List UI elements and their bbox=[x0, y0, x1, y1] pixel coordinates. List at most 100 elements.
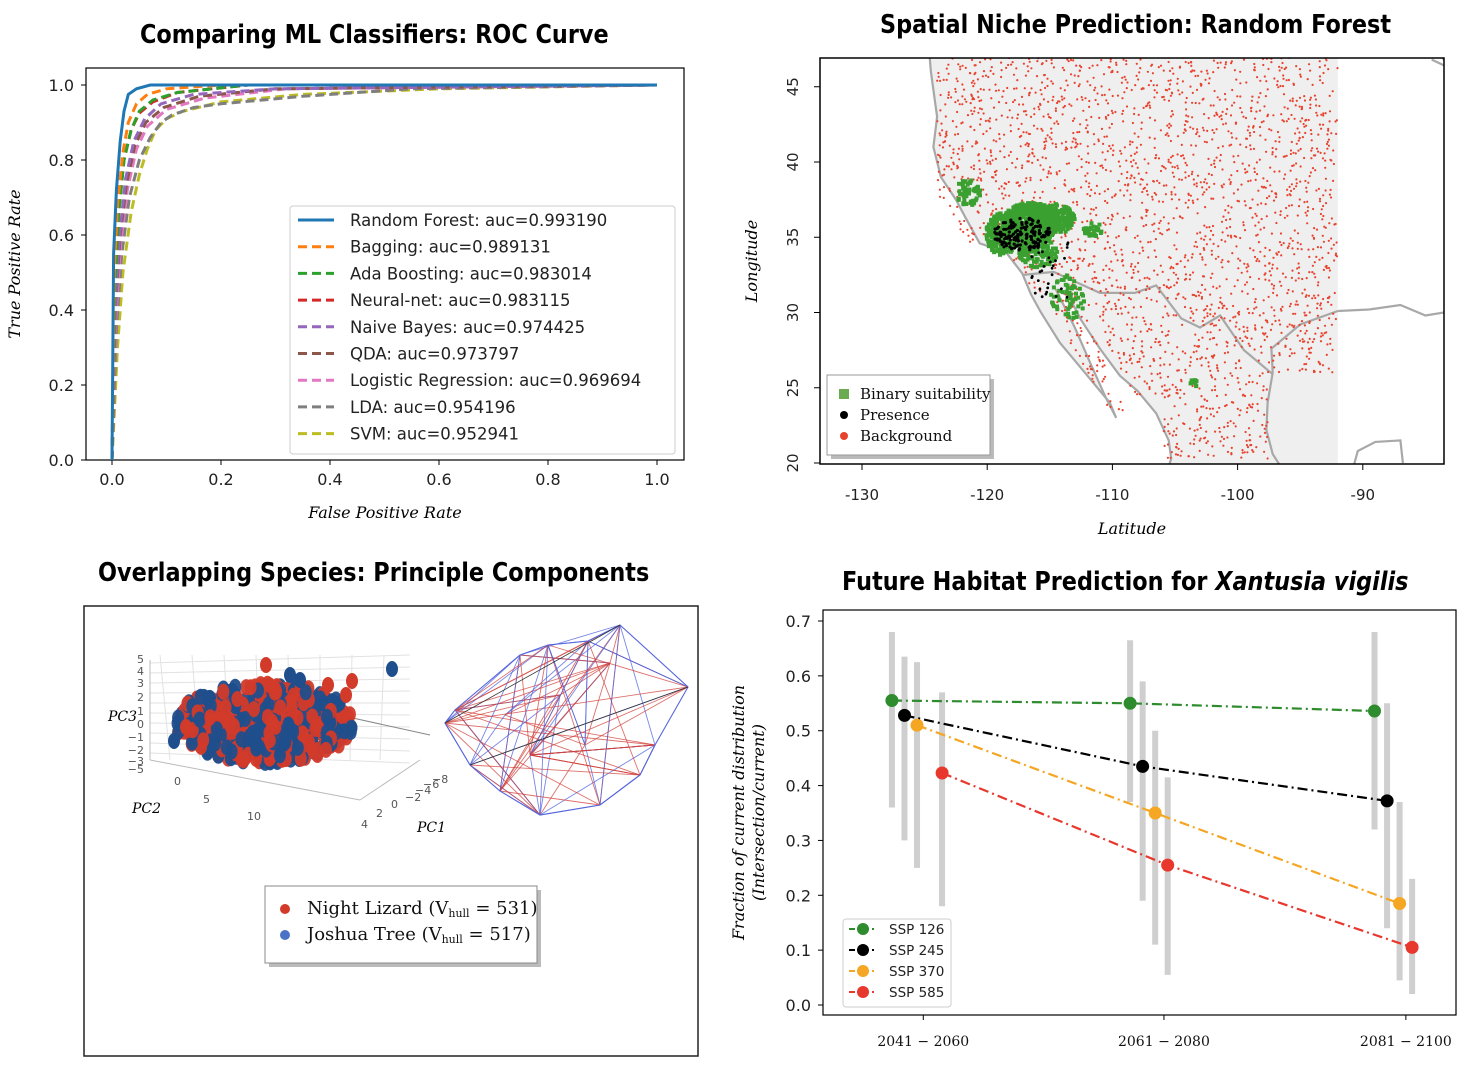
background-point bbox=[1311, 234, 1314, 237]
background-point bbox=[969, 125, 972, 128]
background-point bbox=[1246, 407, 1249, 410]
background-point bbox=[1307, 181, 1310, 184]
background-point bbox=[1164, 350, 1167, 353]
background-point bbox=[1263, 226, 1266, 229]
background-point bbox=[1282, 93, 1286, 96]
background-point bbox=[1299, 120, 1302, 123]
background-point bbox=[1222, 444, 1225, 447]
background-point bbox=[1230, 104, 1234, 107]
background-point bbox=[947, 63, 950, 66]
background-point bbox=[1256, 203, 1259, 206]
background-point bbox=[1245, 266, 1248, 269]
background-point bbox=[1169, 161, 1172, 164]
background-point bbox=[1130, 174, 1133, 177]
background-point bbox=[1161, 392, 1164, 395]
suitability-cell bbox=[1002, 218, 1006, 223]
background-point bbox=[1245, 383, 1248, 386]
background-point bbox=[1218, 406, 1221, 409]
habitat-series-line bbox=[916, 724, 1400, 905]
background-point bbox=[1266, 335, 1269, 338]
background-point bbox=[1129, 140, 1132, 143]
presence-point bbox=[1031, 219, 1035, 223]
background-point bbox=[1040, 51, 1042, 53]
background-point bbox=[1090, 50, 1092, 52]
background-point bbox=[1260, 217, 1263, 221]
suitability-cell bbox=[1068, 301, 1073, 306]
background-point bbox=[1184, 254, 1187, 257]
background-point bbox=[1141, 190, 1144, 194]
background-point bbox=[1104, 375, 1107, 378]
background-point bbox=[1335, 241, 1338, 244]
background-point bbox=[1250, 337, 1253, 340]
background-point bbox=[1051, 82, 1054, 85]
background-point bbox=[988, 120, 991, 123]
background-point bbox=[1290, 140, 1293, 144]
background-point bbox=[1151, 72, 1154, 75]
map-gulf-coast bbox=[1337, 303, 1444, 317]
pca-legend-swatch bbox=[280, 904, 290, 914]
suitability-cell bbox=[1045, 257, 1050, 262]
background-point bbox=[1245, 81, 1248, 84]
background-point bbox=[1012, 73, 1016, 76]
background-point bbox=[1110, 122, 1113, 126]
suitability-cell bbox=[1059, 277, 1064, 282]
background-point bbox=[1273, 314, 1276, 317]
pca-pc1-tick: −6 bbox=[423, 778, 439, 791]
background-point bbox=[1188, 364, 1191, 367]
background-point bbox=[1120, 339, 1123, 342]
background-point bbox=[1032, 124, 1036, 127]
background-point bbox=[1245, 411, 1248, 414]
background-point bbox=[1303, 363, 1306, 366]
background-point bbox=[1226, 351, 1230, 354]
background-point bbox=[1134, 390, 1137, 393]
background-point bbox=[1277, 86, 1280, 89]
background-point bbox=[1280, 113, 1283, 116]
background-point bbox=[1080, 186, 1083, 189]
background-point bbox=[1041, 129, 1044, 132]
background-point bbox=[1248, 131, 1251, 134]
hull-edge bbox=[444, 722, 601, 806]
joshua-tree-point bbox=[262, 696, 275, 713]
background-point bbox=[945, 130, 948, 133]
background-point bbox=[1173, 405, 1176, 408]
background-point bbox=[1090, 287, 1093, 291]
presence-point bbox=[1041, 233, 1045, 238]
background-point bbox=[1197, 345, 1201, 348]
suitability-cell bbox=[988, 241, 993, 246]
background-point bbox=[1189, 442, 1192, 445]
background-point bbox=[1088, 182, 1091, 185]
background-point bbox=[1148, 104, 1151, 107]
background-point bbox=[1247, 125, 1250, 128]
background-point bbox=[1091, 377, 1094, 380]
roc-ytick-label: 0.4 bbox=[49, 301, 74, 320]
background-point bbox=[1007, 154, 1011, 157]
background-point bbox=[1282, 242, 1285, 245]
background-point bbox=[1121, 76, 1124, 79]
presence-point bbox=[993, 227, 997, 231]
background-point bbox=[962, 52, 964, 54]
suitability-cell bbox=[1057, 298, 1062, 303]
background-point bbox=[1305, 214, 1308, 217]
background-point bbox=[1183, 278, 1187, 281]
background-point bbox=[1073, 190, 1076, 193]
habitat-point bbox=[1148, 806, 1162, 820]
background-point bbox=[1132, 42, 1134, 44]
background-point bbox=[1168, 432, 1171, 435]
background-point bbox=[1078, 130, 1081, 134]
joshua-tree-point bbox=[168, 733, 180, 749]
background-point bbox=[1317, 150, 1320, 153]
background-point bbox=[1321, 157, 1325, 160]
background-point bbox=[1047, 100, 1050, 103]
joshua-tree-point bbox=[250, 740, 263, 757]
background-point bbox=[954, 101, 957, 104]
background-point bbox=[1329, 196, 1333, 199]
background-point bbox=[1314, 98, 1317, 101]
background-point bbox=[1293, 229, 1296, 232]
background-point bbox=[1001, 192, 1004, 195]
background-point bbox=[1125, 159, 1128, 162]
background-point bbox=[1106, 341, 1109, 344]
background-point bbox=[1251, 380, 1254, 384]
background-point bbox=[1137, 172, 1140, 175]
background-point bbox=[1329, 188, 1332, 191]
background-point bbox=[1147, 162, 1150, 165]
